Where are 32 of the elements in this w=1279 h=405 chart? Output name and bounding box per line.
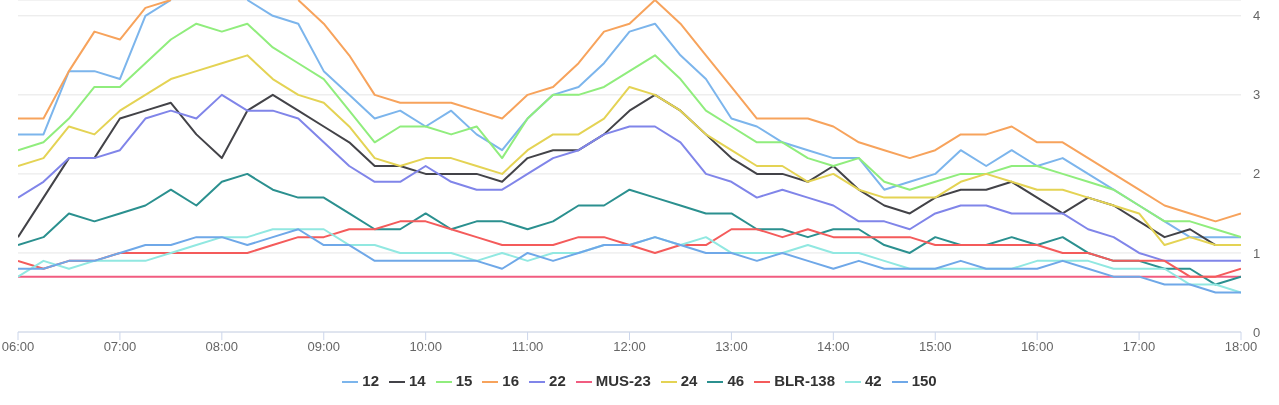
- x-tick-label: 15:00: [918, 339, 952, 355]
- y-tick-label: 4: [1253, 8, 1261, 24]
- line-series: [18, 172, 1241, 286]
- y-tick-label: 3: [1253, 87, 1261, 103]
- y-tick-label: 0: [1253, 324, 1261, 340]
- x-tick-label: 14:00: [817, 339, 850, 355]
- x-tick-label: 13:00: [715, 339, 748, 355]
- y-tick-label: 2: [1253, 166, 1261, 182]
- x-tick-label: 10:00: [409, 339, 442, 355]
- legend-label: 46: [727, 372, 745, 389]
- x-tick-label: 18:00: [1224, 339, 1258, 355]
- x-tick-label: 09:00: [307, 339, 341, 355]
- x-tick-label: 17:00: [1122, 339, 1156, 355]
- x-tick-label: 07:00: [103, 339, 137, 355]
- legend-label: 24: [680, 372, 698, 389]
- legend-label: MUS-23: [595, 372, 651, 389]
- x-tick-label: 08:00: [205, 339, 239, 355]
- legend-label: 22: [549, 372, 566, 389]
- legend-label: 15: [455, 372, 473, 389]
- line-series: [18, 220, 1241, 278]
- legend-label: 150: [911, 372, 937, 389]
- legend-label: 12: [362, 372, 379, 389]
- legend-label: BLR-138: [774, 372, 835, 389]
- line-series: [18, 54, 1241, 247]
- legend-label: 16: [502, 372, 520, 389]
- x-tick-label: 16:00: [1020, 339, 1054, 355]
- y-tick-label: 1: [1253, 245, 1261, 261]
- legend-label: 42: [864, 372, 882, 389]
- x-tick-label: 12:00: [613, 339, 646, 355]
- legend-label: 14: [408, 372, 426, 389]
- x-tick-label: 11:00: [511, 339, 544, 355]
- x-tick-label: 06:00: [1, 339, 35, 355]
